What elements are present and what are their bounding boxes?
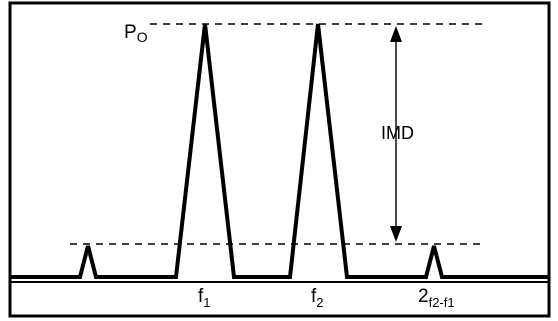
imd-label: IMD <box>381 123 414 143</box>
f1-label: f1 <box>198 286 211 310</box>
imd-arrow <box>390 26 402 242</box>
f2-label: f2 <box>311 286 324 310</box>
outer-frame <box>8 1 551 318</box>
intermod-product-label: 2f2-f1 <box>418 286 455 310</box>
spectrum-trace <box>10 23 549 279</box>
imd-arrow-down-head <box>390 226 402 242</box>
imd-arrow-up-head <box>390 26 402 42</box>
p0-label: PO <box>124 22 148 45</box>
